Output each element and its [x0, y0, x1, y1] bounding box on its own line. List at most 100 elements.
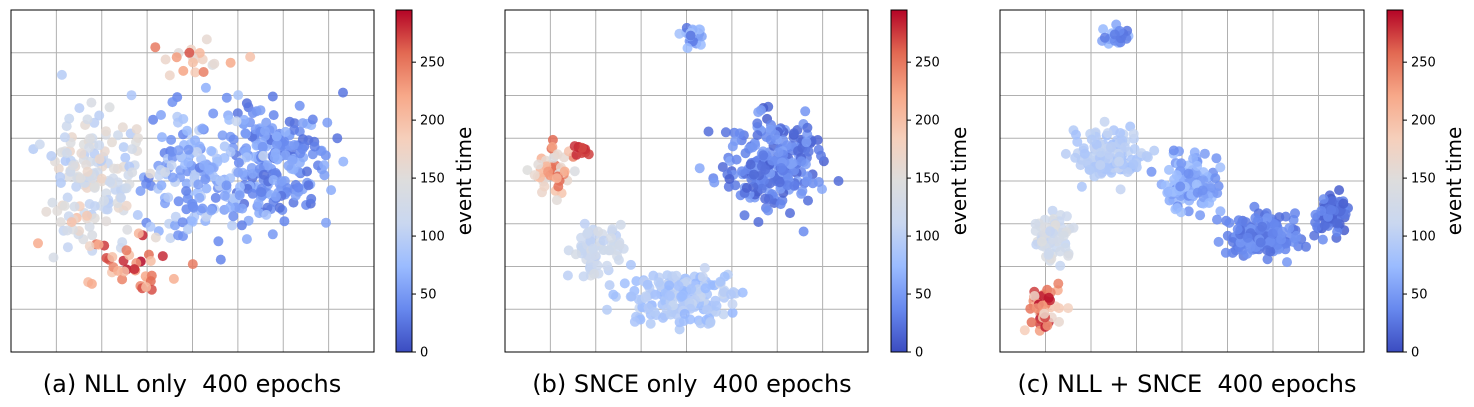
scatter-point [1039, 308, 1050, 319]
scatter-point [209, 58, 220, 69]
scatter-point [261, 209, 272, 220]
scatter-point [173, 145, 184, 156]
scatter-point [101, 216, 112, 227]
scatter-point [720, 127, 731, 138]
panel-c: 0 50 100 150 200 250 event time (c) NLL + SNC… [999, 9, 1466, 398]
scatter-point [653, 277, 664, 288]
scatter-point [1212, 214, 1222, 225]
scatter-point [294, 100, 305, 111]
scatter-point [710, 295, 721, 306]
scatter-point [217, 130, 228, 141]
scatter-point [182, 125, 193, 136]
scatter-point [1262, 254, 1273, 265]
scatter-point [62, 225, 73, 236]
scatter-point [802, 122, 813, 133]
scatter-point [269, 152, 280, 163]
scatter-point [59, 132, 70, 143]
scatter-point [255, 105, 266, 116]
scatter-point [1282, 257, 1292, 268]
scatter-point [686, 284, 697, 295]
scatter-point [705, 318, 716, 328]
scatter-point [569, 166, 580, 177]
scatter-point [625, 259, 636, 270]
scatter-point [731, 154, 742, 165]
scatter-point [1332, 218, 1343, 229]
scatter-point [803, 146, 814, 157]
scatter-point [82, 114, 93, 125]
scatter-point [1175, 181, 1186, 192]
scatter-point [734, 128, 745, 139]
scatter-point [231, 116, 242, 127]
scatter-point [1183, 206, 1194, 217]
scatter-point [280, 126, 291, 137]
scatter-point [270, 191, 281, 202]
scatter-point [107, 137, 117, 148]
scatter-point [170, 220, 180, 231]
scatter-point [224, 202, 235, 213]
scatter-point [598, 235, 609, 246]
scatter-point [206, 146, 217, 156]
scatter-point [193, 179, 204, 190]
scatter-point [1205, 181, 1216, 192]
scatter-point [747, 142, 758, 153]
scatter-point [89, 201, 100, 212]
scatter-point [228, 134, 239, 145]
scatter-point [276, 176, 287, 187]
scatter-point [1095, 147, 1106, 158]
scatter-point [800, 106, 811, 117]
scatter-point [602, 260, 612, 271]
scatter-point [607, 224, 618, 235]
scatter-point [737, 287, 748, 298]
scatter-point [258, 150, 269, 161]
scatter-point [235, 182, 245, 192]
scatter-point [113, 265, 123, 276]
scatter-point [802, 171, 813, 182]
colorbar: 0 50 100 150 200 250 event time [395, 9, 476, 361]
scatter-point [257, 141, 268, 152]
panel-title: (a) NLL only 400 epochs [43, 370, 341, 398]
scatter-point [166, 134, 177, 145]
scatter-point [1164, 164, 1174, 175]
scatter-point [232, 108, 243, 119]
scatter-point [145, 256, 156, 266]
scatter-point [1215, 162, 1226, 173]
scatter-point [763, 205, 773, 216]
scatter-point [717, 162, 728, 172]
scatter-point [1276, 234, 1287, 245]
colorbar-tick-label: 250 [915, 56, 940, 71]
scatter-point [274, 202, 285, 213]
scatter-point [127, 167, 138, 178]
scatter-point [121, 245, 132, 256]
scatter-point [1122, 167, 1133, 178]
scatter-point [271, 139, 282, 150]
scatter-point [1026, 317, 1037, 328]
scatter-point [1070, 152, 1081, 163]
scatter-point [55, 217, 66, 228]
scatter-point [775, 199, 786, 210]
scatter-point [1316, 205, 1327, 216]
scatter-point [247, 188, 258, 199]
scatter-point [1267, 228, 1278, 239]
scatter-point [1082, 157, 1093, 168]
scatter-point [181, 178, 192, 189]
scatter-point [338, 87, 348, 98]
scatter-point [661, 304, 672, 314]
scatter-point [181, 186, 192, 196]
scatter-point [268, 110, 279, 121]
scatter-point [1071, 129, 1081, 140]
scatter-point [167, 97, 178, 108]
scatter-point [664, 280, 675, 291]
scatter-point [319, 170, 330, 181]
scatter-point [1125, 121, 1136, 132]
scatter-point [770, 129, 781, 140]
scatter-point [59, 200, 70, 211]
scatter-point [99, 195, 110, 206]
scatter-point [645, 318, 656, 329]
scatter-point [700, 283, 711, 294]
scatter-point [756, 183, 767, 194]
scatter-point [547, 142, 558, 152]
scatter-point [1031, 303, 1042, 314]
scatter-point [694, 163, 705, 174]
scatter-point [233, 167, 244, 178]
scatter-point [192, 147, 202, 157]
